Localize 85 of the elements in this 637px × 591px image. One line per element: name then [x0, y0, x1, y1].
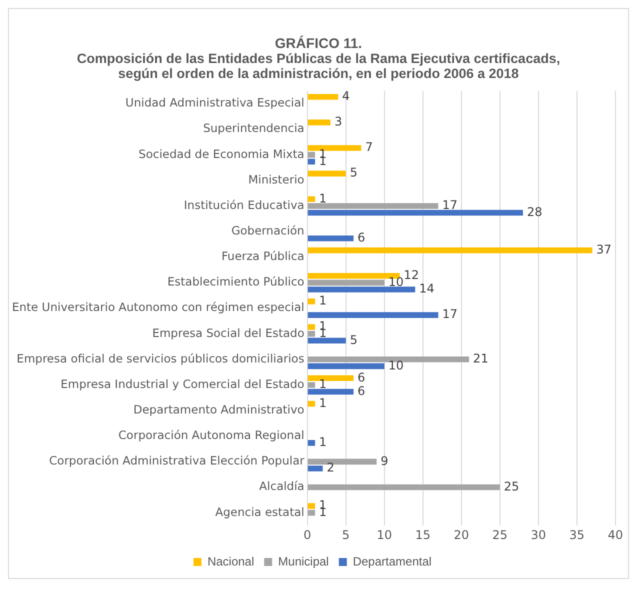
y-tick-label: Gobernación: [231, 224, 304, 238]
bar: [308, 272, 400, 279]
data-label: 3: [334, 114, 342, 129]
data-label: 1: [319, 396, 327, 410]
data-label: 10: [388, 358, 404, 372]
x-tick-label: 0: [304, 528, 312, 542]
y-tick-label: Ente Universitario Autonomo con régimen especial: [12, 300, 304, 314]
bar: [308, 152, 316, 158]
bar: [308, 466, 323, 472]
data-label: 28: [526, 204, 542, 219]
bar: [308, 510, 316, 516]
data-label: 25: [504, 479, 520, 494]
bar: [308, 235, 354, 242]
x-tick-label: 25: [492, 528, 508, 542]
y-tick-label: Empresa Social del Estado: [152, 326, 304, 340]
bar: [308, 324, 316, 330]
y-tick-label: Empresa Industrial y Comercial del Estado: [60, 376, 304, 391]
bar: [308, 400, 316, 407]
data-label: 17: [442, 307, 458, 322]
data-label: 14: [419, 282, 434, 296]
data-label: 12: [404, 268, 420, 282]
bar: [308, 94, 338, 100]
bar: [308, 382, 316, 388]
bar: [308, 338, 346, 344]
data-label: 1: [319, 191, 327, 206]
y-tick-label: Sociedad de Economia Mixta: [138, 146, 304, 161]
bar: [308, 388, 354, 395]
legend-label: Departamental: [352, 554, 432, 568]
bar: [308, 363, 384, 370]
y-tick-label: Corporación Administrativa Elección Popular: [49, 454, 305, 468]
data-label: 1: [319, 435, 327, 450]
bar: [308, 145, 362, 151]
bar: [308, 196, 316, 202]
y-tick-label: Departamento Administrativo: [133, 402, 304, 417]
x-tick-label: 5: [342, 528, 350, 542]
y-tick-label: Ministerio: [248, 172, 304, 186]
data-label: 6: [358, 384, 366, 398]
bar: [308, 210, 523, 216]
data-label: 5: [350, 166, 358, 180]
bar: [308, 440, 316, 446]
bar: [308, 280, 384, 286]
bar: [308, 203, 438, 209]
y-tick-label: Superintendencia: [203, 121, 304, 136]
y-tick-label: Corporación Autonoma Regional: [118, 428, 304, 442]
bar: [308, 484, 500, 490]
y-tick-label: Unidad Administrativa Especial: [125, 96, 304, 110]
y-tick-label: Agencia estatal: [215, 504, 304, 519]
x-tick-label: 10: [376, 528, 392, 542]
x-tick-label: 15: [415, 528, 430, 542]
x-tick-label: 40: [608, 528, 624, 542]
data-label: 17: [442, 198, 458, 212]
y-tick-label: Alcaldía: [259, 479, 304, 494]
chart-title: GRÁFICO 11.: [274, 35, 364, 51]
bar: [308, 503, 316, 509]
bar: [308, 170, 346, 176]
data-label: 4: [342, 88, 350, 103]
y-tick-label: Fuerza Pública: [221, 249, 304, 264]
data-label: 2: [326, 460, 334, 475]
data-label: 5: [350, 332, 358, 347]
bar: [308, 247, 592, 254]
y-tick-label: Institución Educativa: [184, 198, 304, 212]
bar: [308, 356, 470, 362]
x-tick-label: 35: [569, 528, 585, 542]
data-label: 10: [388, 274, 404, 289]
legend-label: Nacional: [207, 554, 254, 568]
bar: [308, 120, 330, 126]
bar: [308, 330, 316, 337]
data-label: 37: [596, 242, 612, 256]
data-label: 1: [319, 294, 327, 308]
data-label: 1: [319, 377, 327, 392]
x-tick-label: 30: [530, 528, 546, 542]
bar: [308, 286, 416, 292]
data-label: 9: [380, 454, 388, 468]
y-tick-label: Empresa oficial de servicios públicos domiciliarios: [16, 351, 304, 366]
chart-subtitle: Composición de las Entidades Públicas de la Rama Ejecutiva certificacads, según el orden de la administración, en el periodo 2006 a 2018: [76, 51, 562, 81]
bar: [308, 298, 316, 304]
data-label: 6: [358, 370, 366, 384]
y-tick-label: Establecimiento Público: [167, 274, 304, 289]
bar: [308, 312, 438, 318]
data-label: 6: [358, 230, 366, 244]
x-tick-label: 20: [454, 528, 469, 542]
legend-label: Municipal: [278, 554, 329, 568]
data-label: 7: [365, 140, 373, 154]
data-label: 21: [473, 352, 488, 366]
bar: [308, 158, 316, 165]
